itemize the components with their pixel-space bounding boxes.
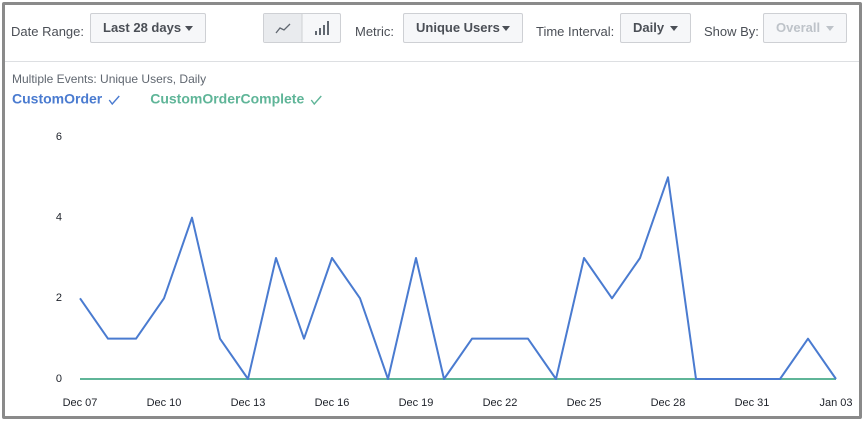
- legend-label[interactable]: CustomOrder: [12, 91, 103, 107]
- x-tick-label: Dec 13: [231, 397, 266, 409]
- x-tick-label: Dec 19: [399, 397, 434, 409]
- legend-check: [108, 95, 120, 106]
- toolbar: Date Range: Last 28 days Metric: Unique …: [5, 5, 859, 62]
- chart-subtitle: Multiple Events: Unique Users, Daily: [12, 72, 206, 86]
- x-tick-label: Dec 07: [63, 397, 98, 409]
- x-tick-label: Dec 10: [147, 397, 182, 409]
- date-range-label: Date Range:: [11, 24, 84, 39]
- x-tick-label: Dec 16: [315, 397, 350, 409]
- date-range-dropdown[interactable]: Last 28 days: [90, 13, 206, 43]
- y-tick-label: 2: [56, 292, 62, 304]
- bar-icon: [323, 25, 325, 35]
- x-tick-label: Dec 28: [651, 397, 686, 409]
- line-icon-bg[interactable]: [264, 14, 302, 42]
- y-tick-label: 6: [56, 131, 62, 143]
- metric-label: Metric:: [355, 24, 394, 39]
- line-icon: [275, 23, 291, 34]
- bar-icon: [319, 28, 321, 35]
- x-tick-label: Dec 25: [567, 397, 602, 409]
- legend-check: [310, 95, 322, 106]
- x-tick-label: Dec 22: [483, 397, 518, 409]
- show-by-dropdown: Overall: [763, 13, 847, 43]
- metric-dropdown[interactable]: Unique Users: [403, 13, 523, 43]
- chart-type-toggle[interactable]: [263, 13, 341, 43]
- x-tick-label: Dec 31: [735, 397, 770, 409]
- show-by-label: Show By:: [704, 24, 759, 39]
- interval-dropdown[interactable]: Daily: [620, 13, 691, 43]
- x-tick-label: Jan 03: [819, 397, 852, 409]
- y-tick-label: 0: [56, 373, 62, 385]
- series-line: [79, 176, 837, 380]
- chart-type-icons: [264, 14, 329, 42]
- bar-icon[interactable]: [315, 31, 317, 35]
- y-tick-label: 4: [56, 212, 62, 224]
- interval-label: Time Interval:: [536, 24, 615, 39]
- bar-icon: [327, 21, 329, 35]
- legend-label[interactable]: CustomOrderComplete: [150, 91, 304, 107]
